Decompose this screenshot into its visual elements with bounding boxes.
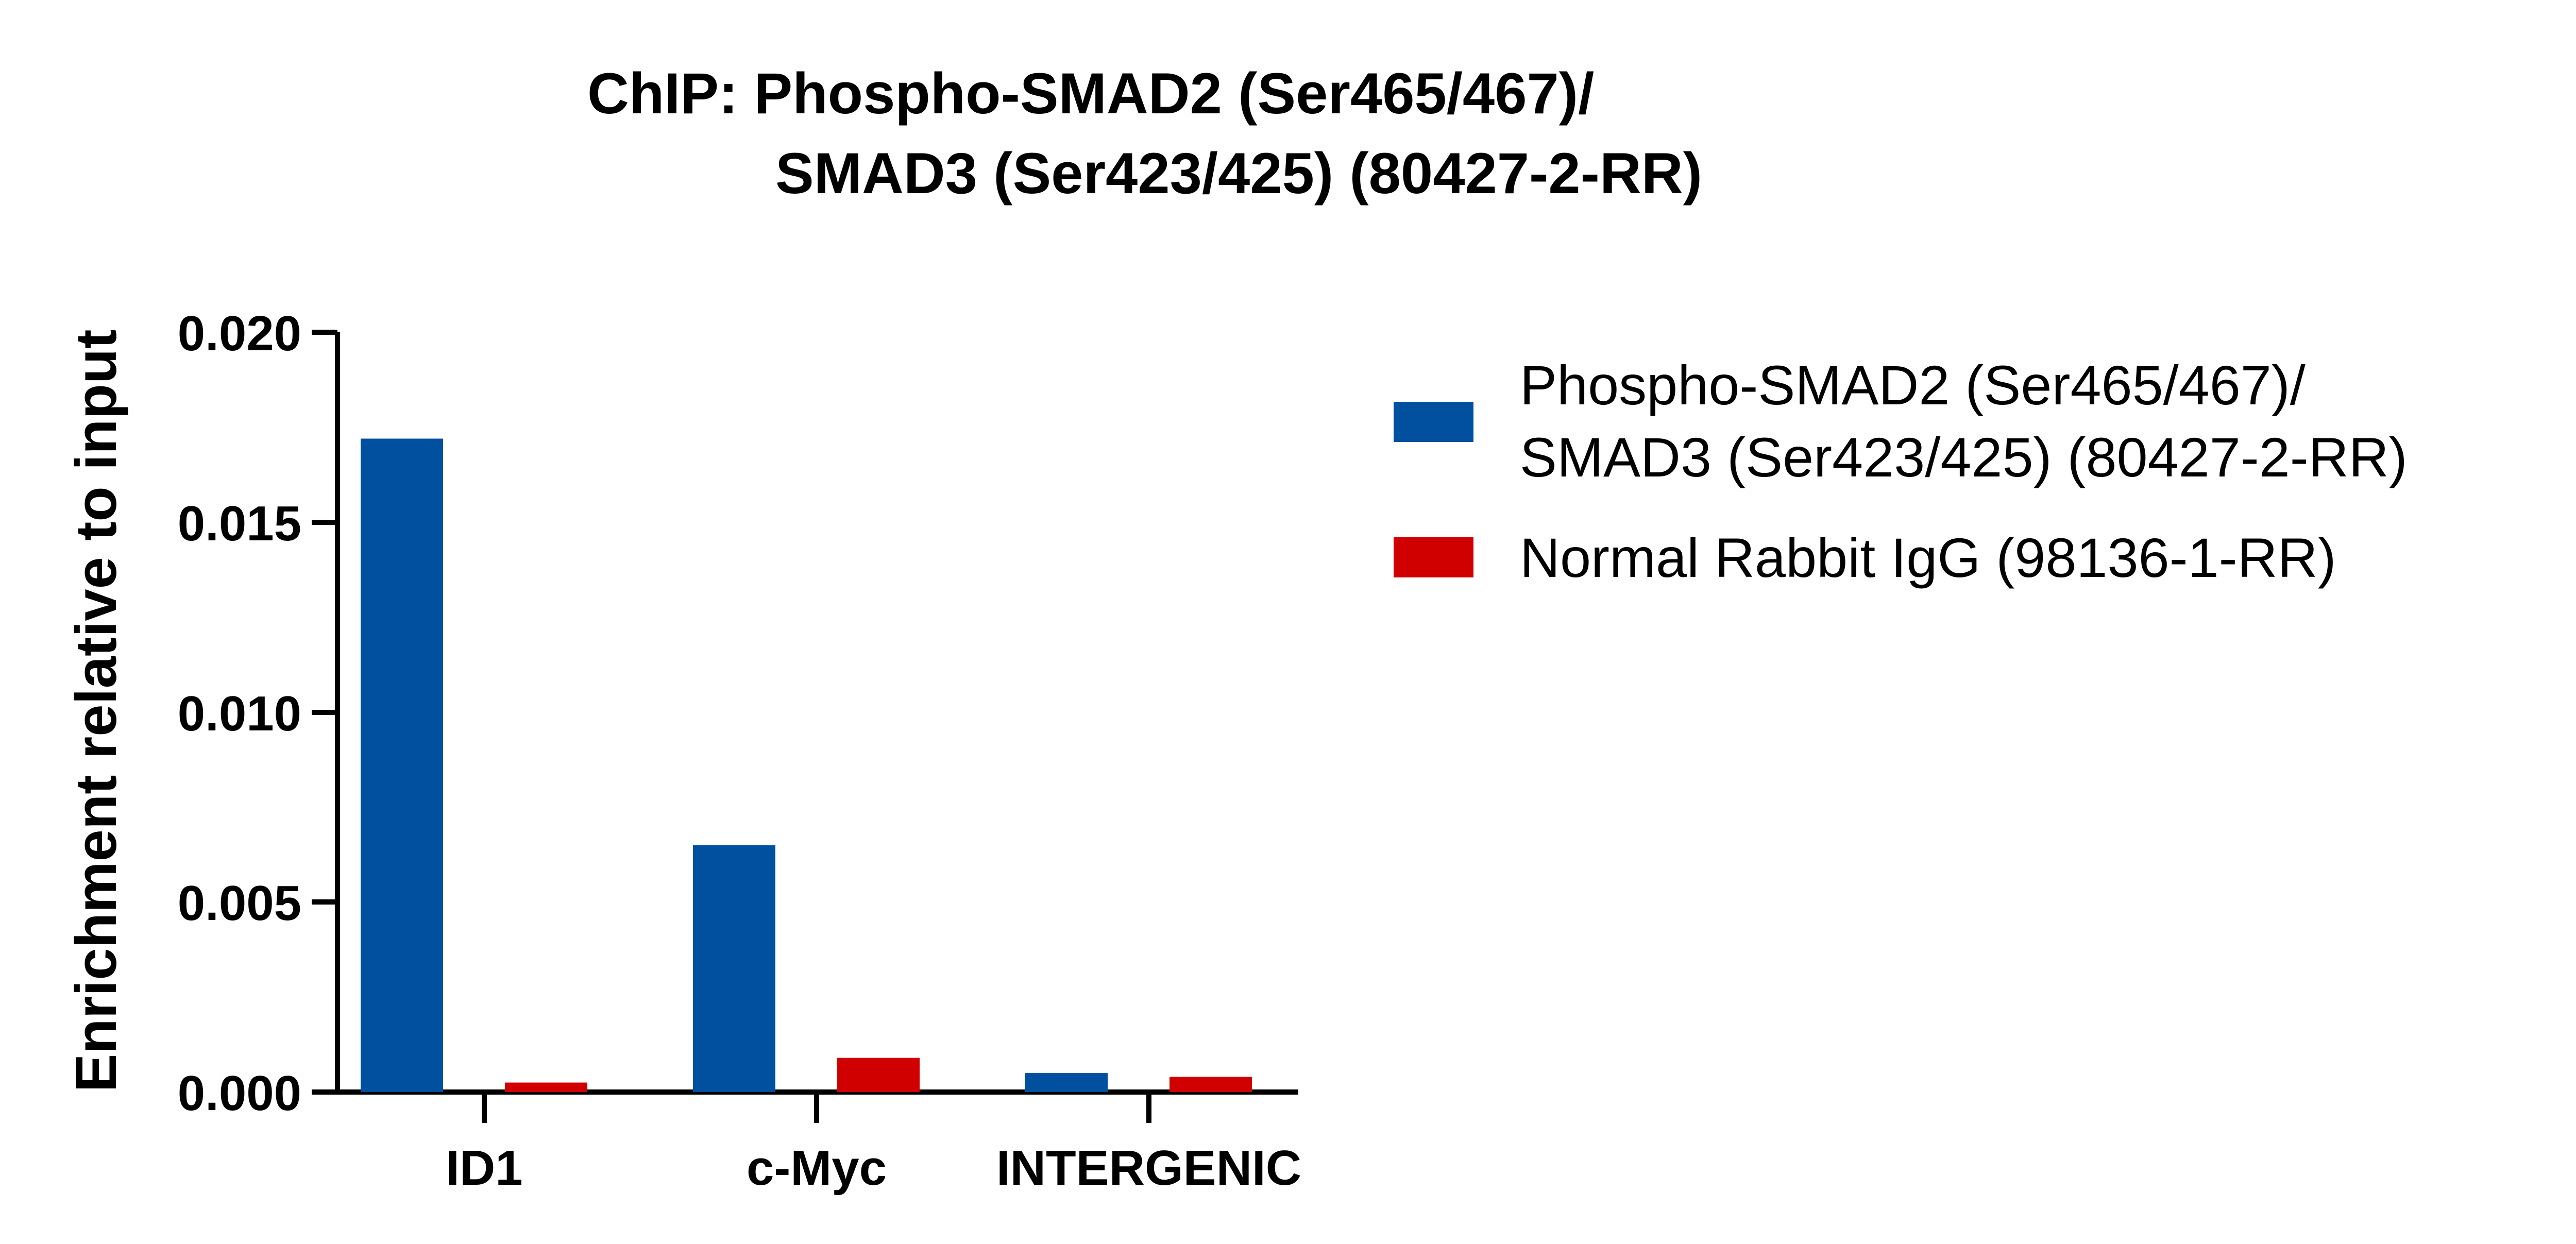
- y-tick-label-4: 0.020: [178, 306, 301, 361]
- legend-label-phospho-smad-line-1: Phospho-SMAD2 (Ser465/467)/: [1520, 354, 2306, 416]
- x-axis-ticks: ID1 c-Myc INTERGENIC: [446, 1092, 1301, 1196]
- y-tick-label-1: 0.005: [178, 876, 301, 931]
- bar-series-0-id1: [361, 438, 443, 1092]
- y-tick-label-0: 0.000: [178, 1066, 301, 1121]
- legend-swatch-phospho-smad: [1394, 402, 1473, 442]
- legend-label-phospho-smad-line-2: SMAD3 (Ser423/425) (80427-2-RR): [1520, 426, 2408, 488]
- legend: Phospho-SMAD2 (Ser465/467)/ SMAD3 (Ser42…: [1394, 354, 2408, 589]
- bar-series-1-c-myc: [837, 1058, 920, 1092]
- x-tick-label-c-myc: c-Myc: [747, 1140, 887, 1196]
- bar-series-1-id1: [505, 1082, 587, 1092]
- bar-series-1-intergenic: [1170, 1077, 1252, 1092]
- legend-label-normal-rabbit-igg: Normal Rabbit IgG (98136-1-RR): [1520, 526, 2336, 589]
- bar-series-0-intergenic: [1025, 1073, 1108, 1092]
- y-tick-label-3: 0.015: [178, 496, 301, 551]
- x-tick-label-id1: ID1: [446, 1140, 522, 1196]
- chart-title-line-1: ChIP: Phospho-SMAD2 (Ser465/467)/: [587, 61, 1594, 126]
- y-axis-ticks: 0.000 0.005 0.010 0.015 0.020: [178, 306, 337, 1121]
- bars: [361, 438, 1252, 1092]
- x-tick-label-intergenic: INTERGENIC: [996, 1140, 1301, 1196]
- chart-title-line-2: SMAD3 (Ser423/425) (80427-2-RR): [775, 141, 1702, 206]
- y-axis-title: Enrichment relative to input: [64, 329, 128, 1092]
- bar-series-0-c-myc: [693, 845, 775, 1092]
- y-tick-label-2: 0.010: [178, 686, 301, 741]
- legend-swatch-normal-rabbit-igg: [1394, 537, 1473, 577]
